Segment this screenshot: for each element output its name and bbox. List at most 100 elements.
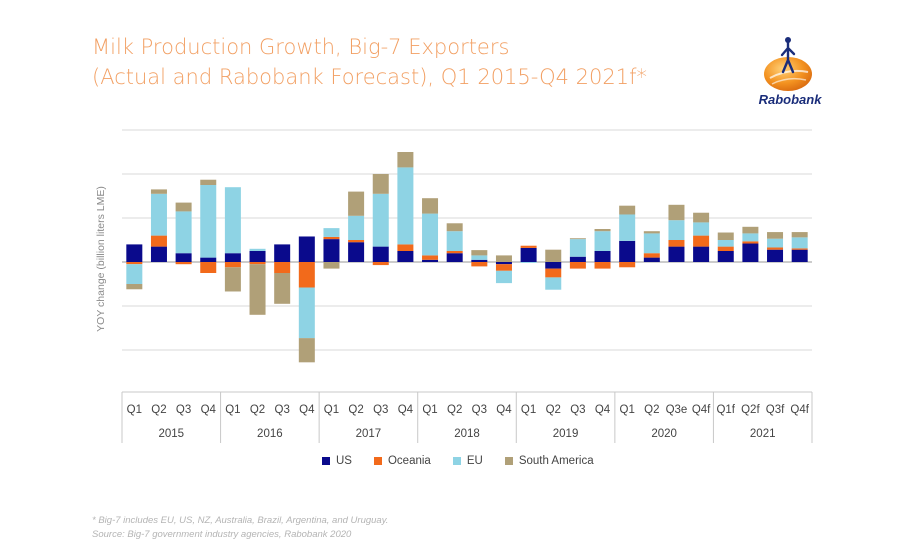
category-label-9: Q2 bbox=[348, 404, 363, 416]
bar-oceania-5 bbox=[249, 262, 266, 265]
bar-south-america-21 bbox=[643, 231, 660, 234]
bar-us-27 bbox=[791, 249, 808, 262]
bar-eu-21 bbox=[643, 233, 660, 254]
bar-south-america-7 bbox=[298, 338, 315, 363]
category-label-0: Q1 bbox=[127, 404, 142, 416]
bar-us-4 bbox=[224, 253, 241, 262]
bar-us-18 bbox=[569, 256, 586, 262]
bar-us-8 bbox=[323, 239, 340, 262]
bar-us-26 bbox=[767, 249, 784, 262]
bar-eu-22 bbox=[668, 220, 685, 240]
category-label-12: Q1 bbox=[422, 404, 437, 416]
bar-us-14 bbox=[471, 259, 488, 262]
bar-south-america-3 bbox=[200, 179, 217, 185]
bar-oceania-4 bbox=[224, 262, 241, 268]
bar-us-25 bbox=[742, 243, 759, 262]
bar-south-america-27 bbox=[791, 232, 808, 238]
bar-south-america-22 bbox=[668, 204, 685, 221]
category-label-10: Q3 bbox=[373, 404, 388, 416]
category-label-15: Q4 bbox=[496, 404, 512, 416]
bar-us-20 bbox=[619, 240, 636, 262]
legend-label-oceania: Oceania bbox=[387, 455, 431, 467]
bar-south-america-14 bbox=[471, 250, 488, 256]
bar-south-america-10 bbox=[372, 174, 389, 194]
bar-us-2 bbox=[175, 253, 192, 262]
bar-oceania-3 bbox=[200, 262, 217, 273]
bar-eu-16 bbox=[520, 262, 537, 263]
chart-legend: US Oceania EU South America bbox=[322, 455, 594, 467]
bar-oceania-9 bbox=[348, 240, 365, 243]
bar-us-3 bbox=[200, 257, 217, 262]
bar-us-10 bbox=[372, 246, 389, 262]
footnote-definition: * Big-7 includes EU, US, NZ, Australia, … bbox=[92, 515, 389, 526]
bar-eu-7 bbox=[298, 287, 315, 339]
bar-south-america-5 bbox=[249, 264, 266, 315]
bar-oceania-17 bbox=[545, 268, 562, 278]
year-label-2015: 2015 bbox=[158, 428, 184, 440]
bar-eu-8 bbox=[323, 228, 340, 237]
bar-south-america-24 bbox=[717, 232, 734, 240]
bar-eu-24 bbox=[717, 240, 734, 247]
bar-south-america-18 bbox=[569, 238, 586, 240]
legend-swatch-eu bbox=[452, 457, 461, 465]
bar-us-11 bbox=[397, 251, 414, 262]
legend-item-us: US bbox=[322, 455, 352, 467]
bar-oceania-8 bbox=[323, 236, 340, 240]
category-label-17: Q2 bbox=[546, 404, 561, 416]
bar-eu-11 bbox=[397, 167, 414, 245]
bar-south-america-4 bbox=[224, 267, 241, 292]
bar-eu-4 bbox=[224, 187, 241, 254]
year-label-2017: 2017 bbox=[356, 428, 382, 440]
bar-eu-14 bbox=[471, 255, 488, 260]
bar-oceania-23 bbox=[693, 235, 710, 247]
legend-label-south-america: South America bbox=[518, 455, 594, 467]
category-label-8: Q1 bbox=[324, 404, 339, 416]
bar-south-america-15 bbox=[495, 255, 512, 262]
bar-us-16 bbox=[520, 247, 537, 262]
category-label-3: Q4 bbox=[201, 404, 217, 416]
bar-us-15 bbox=[495, 262, 512, 265]
category-label-14: Q3 bbox=[472, 404, 487, 416]
bar-south-america-1 bbox=[150, 189, 167, 194]
year-label-2019: 2019 bbox=[553, 428, 579, 440]
bar-south-america-2 bbox=[175, 202, 192, 212]
bar-oceania-11 bbox=[397, 244, 414, 251]
category-label-25: Q2f bbox=[741, 404, 760, 416]
legend-label-us: US bbox=[336, 455, 352, 467]
bar-eu-5 bbox=[249, 248, 266, 251]
bar-eu-12 bbox=[422, 213, 439, 256]
bar-south-america-17 bbox=[545, 249, 562, 262]
category-label-6: Q3 bbox=[275, 404, 290, 416]
legend-item-oceania: Oceania bbox=[373, 455, 431, 467]
chart-title: Milk Production Growth, Big-7 Exporters … bbox=[92, 32, 647, 92]
bar-south-america-8 bbox=[323, 262, 340, 269]
category-label-20: Q1 bbox=[620, 404, 635, 416]
bar-oceania-26 bbox=[767, 247, 784, 250]
category-label-19: Q4 bbox=[595, 404, 611, 416]
bar-eu-3 bbox=[200, 185, 217, 258]
bar-us-21 bbox=[643, 257, 660, 262]
bar-south-america-23 bbox=[693, 212, 710, 223]
year-label-2016: 2016 bbox=[257, 428, 283, 440]
legend-swatch-south-america bbox=[504, 457, 513, 465]
bar-oceania-15 bbox=[495, 264, 512, 271]
bar-eu-19 bbox=[594, 231, 611, 251]
category-label-23: Q4f bbox=[692, 404, 711, 416]
legend-item-eu: EU bbox=[452, 455, 483, 467]
category-label-16: Q1 bbox=[521, 404, 536, 416]
bar-us-7 bbox=[298, 236, 315, 262]
bar-south-america-20 bbox=[619, 205, 636, 215]
bar-oceania-20 bbox=[619, 262, 636, 268]
legend-swatch-us bbox=[322, 457, 330, 465]
category-label-7: Q4 bbox=[299, 404, 315, 416]
bar-oceania-12 bbox=[422, 255, 439, 260]
bar-us-12 bbox=[422, 259, 439, 262]
bar-eu-2 bbox=[175, 211, 192, 254]
bar-oceania-0 bbox=[126, 262, 143, 265]
year-label-2021: 2021 bbox=[750, 428, 776, 440]
chart-title-line1: Milk Production Growth, Big-7 Exporters bbox=[92, 35, 510, 59]
category-label-24: Q1f bbox=[716, 404, 735, 416]
bar-south-america-11 bbox=[397, 152, 414, 168]
bar-eu-13 bbox=[446, 231, 463, 251]
bar-oceania-22 bbox=[668, 240, 685, 247]
